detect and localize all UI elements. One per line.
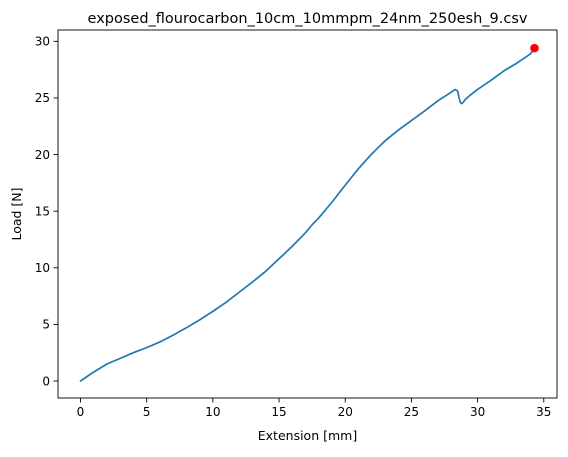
x-tick-label: 15: [271, 405, 286, 419]
y-tick-label: 25: [35, 91, 50, 105]
y-tick-label: 20: [35, 148, 50, 162]
plot-area: [58, 30, 557, 398]
x-tick-label: 35: [536, 405, 551, 419]
x-tick-label: 0: [77, 405, 85, 419]
x-tick-label: 20: [338, 405, 353, 419]
series-line: [79, 47, 536, 382]
x-tick-label: 10: [205, 405, 220, 419]
x-tick-label: 25: [404, 405, 419, 419]
y-tick-label: 15: [35, 204, 50, 218]
x-tick-label: 5: [143, 405, 151, 419]
chart-title: exposed_flourocarbon_10cm_10mmpm_24nm_25…: [88, 11, 528, 27]
y-tick-label: 5: [42, 318, 50, 332]
x-axis-label: Extension [mm]: [258, 428, 357, 443]
max-load-marker: [530, 43, 539, 53]
y-tick-label: 0: [42, 374, 50, 388]
y-axis-label: Load [N]: [9, 187, 24, 240]
y-tick-label: 30: [35, 35, 50, 49]
plot-frame: [57, 29, 558, 399]
y-tick-label: 10: [35, 261, 50, 275]
x-tick-label: 30: [470, 405, 485, 419]
